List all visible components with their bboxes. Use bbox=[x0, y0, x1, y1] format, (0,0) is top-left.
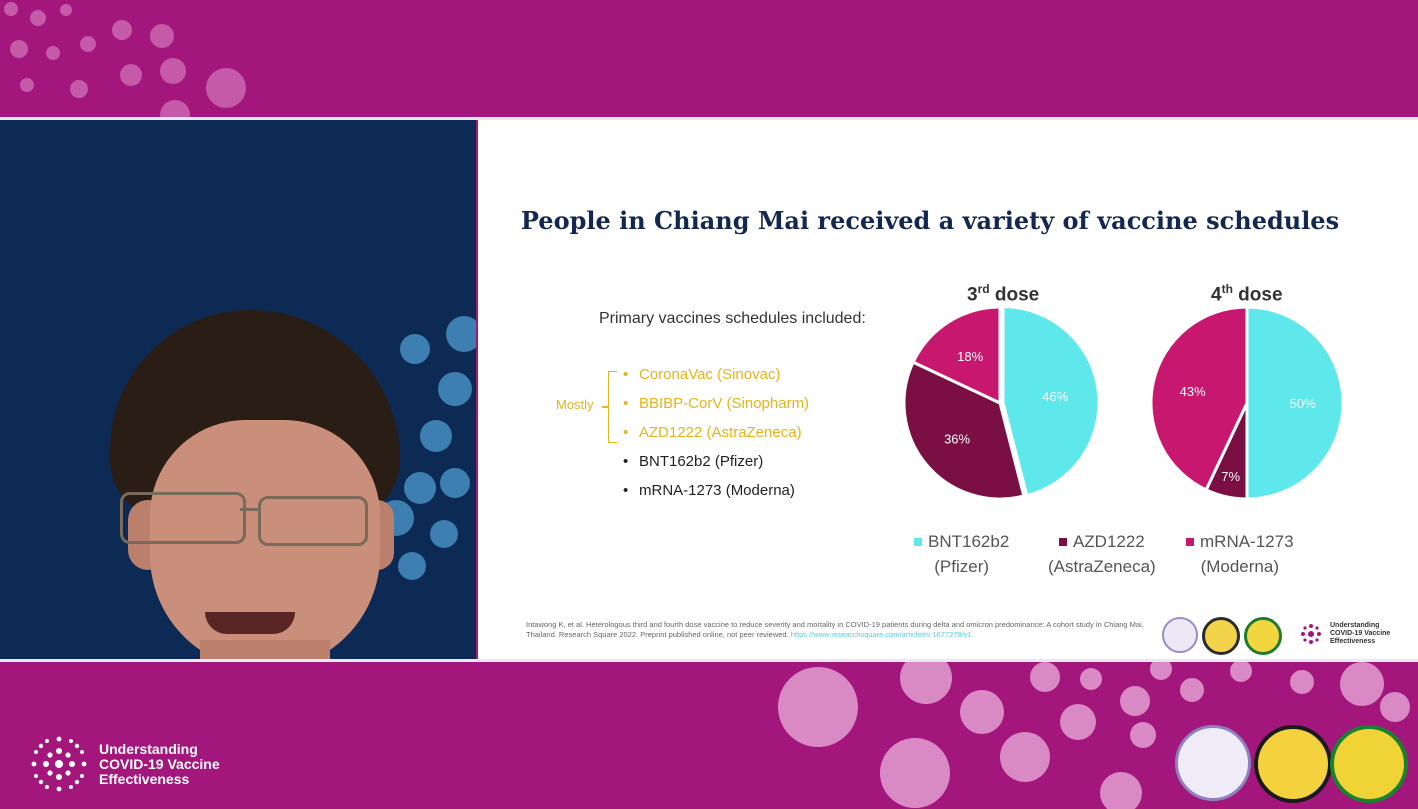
decor-dot bbox=[4, 2, 18, 16]
decor-dot bbox=[900, 662, 952, 704]
list-item: • BBIBP-CorV (Sinopharm) bbox=[623, 395, 810, 412]
list-item: • CoronaVac (Sinovac) bbox=[623, 366, 781, 383]
decor-dot bbox=[30, 10, 46, 26]
decor-dot bbox=[46, 46, 60, 60]
pie-slice-astrazeneca bbox=[902, 360, 1026, 501]
person-neck bbox=[200, 640, 330, 659]
pie-slice-pfizer bbox=[1001, 305, 1101, 498]
decor-dot bbox=[1120, 686, 1150, 716]
decor-dot bbox=[960, 690, 1004, 734]
decor-dot bbox=[420, 420, 452, 452]
divider bbox=[0, 117, 1418, 120]
mostly-bracket-tick bbox=[602, 406, 608, 408]
pcp-seal-logo bbox=[1254, 725, 1332, 803]
pie-data-label: 36% bbox=[944, 431, 970, 446]
pie-slice-moderna bbox=[911, 305, 1002, 406]
decor-dot bbox=[120, 64, 142, 86]
decor-dot bbox=[1100, 772, 1142, 809]
divider bbox=[0, 659, 1418, 662]
decor-dot bbox=[440, 468, 470, 498]
pdpi-seal-logo bbox=[1244, 617, 1282, 655]
legend-swatch bbox=[914, 537, 922, 546]
legend-item-pfizer: BNT162b2 (Pfizer) bbox=[914, 529, 1009, 579]
decor-dot bbox=[206, 68, 246, 108]
decor-dot bbox=[400, 334, 430, 364]
brand-text-small: Understanding COVID-19 Vaccine Effective… bbox=[1330, 622, 1391, 645]
brand-dots-icon bbox=[1301, 624, 1321, 644]
list-item: • BNT162b2 (Pfizer) bbox=[623, 453, 764, 470]
decor-dot bbox=[404, 472, 436, 504]
decor-dot bbox=[880, 738, 950, 808]
decor-dot bbox=[1180, 678, 1204, 702]
glasses-lens bbox=[120, 492, 246, 544]
speaker-video bbox=[0, 120, 476, 659]
decor-dot bbox=[150, 24, 174, 48]
decor-dot bbox=[60, 4, 72, 16]
decor-dot bbox=[438, 372, 472, 406]
decor-dot bbox=[430, 520, 458, 548]
pdpi-seal-logo bbox=[1330, 725, 1408, 803]
mostly-label: Mostly bbox=[556, 397, 594, 412]
chart-title-4th-dose: 4th dose bbox=[1211, 282, 1283, 306]
pie-chart-4th-dose: 50% 7% 43% bbox=[1149, 305, 1345, 501]
decor-dot bbox=[1030, 662, 1060, 692]
decor-dot bbox=[1000, 732, 1050, 782]
decor-dot bbox=[160, 100, 190, 117]
legend-item-astrazeneca: AZD1222 (AstraZeneca) bbox=[1048, 532, 1156, 576]
decor-dot bbox=[446, 316, 476, 352]
legend-swatch bbox=[1186, 537, 1194, 546]
pie-data-label: 18% bbox=[957, 349, 983, 364]
slide-title: People in Chiang Mai received a variety … bbox=[520, 206, 1340, 235]
decor-dot bbox=[20, 78, 34, 92]
decor-dot bbox=[1230, 662, 1252, 682]
list-item: • AZD1222 (AstraZeneca) bbox=[623, 424, 802, 441]
cmu-seal-logo bbox=[1175, 725, 1251, 801]
citation-link[interactable]: https://www.researchsquare.com/article/r… bbox=[790, 630, 972, 639]
vaccine-list: • CoronaVac (Sinovac) • BBIBP-CorV (Sinoph… bbox=[623, 365, 809, 510]
pie-data-label: 46% bbox=[1042, 389, 1068, 404]
glasses-bridge bbox=[240, 508, 260, 511]
pie-slice-pfizer bbox=[1245, 305, 1345, 501]
presentation-slide: People in Chiang Mai received a variety … bbox=[478, 120, 1418, 659]
decor-dot bbox=[160, 58, 186, 84]
decor-dot bbox=[1130, 722, 1156, 748]
pcp-seal-logo bbox=[1202, 617, 1240, 655]
decor-dot bbox=[112, 20, 132, 40]
decor-dot bbox=[80, 36, 96, 52]
list-item: • mRNA-1273 (Moderna) bbox=[623, 482, 795, 499]
decor-dot bbox=[398, 552, 426, 580]
person-mouth bbox=[205, 612, 295, 634]
primary-schedules-label: Primary vaccines schedules included: bbox=[599, 310, 866, 327]
pie-data-label: 7% bbox=[1221, 469, 1240, 484]
legend-swatch bbox=[1058, 537, 1067, 546]
decor-dot bbox=[1060, 704, 1096, 740]
chart-title-3rd-dose: 3rd dose bbox=[967, 282, 1040, 306]
decor-dot bbox=[1290, 670, 1314, 694]
decor-dot bbox=[1340, 662, 1384, 706]
brand-name: Understanding COVID-19 Vaccine Effective… bbox=[99, 741, 220, 787]
decor-dot bbox=[1080, 668, 1102, 690]
decor-dot bbox=[778, 667, 858, 747]
brand-dots-icon bbox=[31, 736, 87, 792]
pie-data-label: 50% bbox=[1290, 396, 1316, 411]
decor-dot bbox=[70, 80, 88, 98]
top-banner bbox=[0, 0, 1418, 117]
pie-slice-moderna bbox=[1149, 305, 1249, 492]
citation: Intawong K, et al. Heterologous third an… bbox=[526, 620, 1144, 639]
decor-dot bbox=[1150, 662, 1172, 680]
mostly-bracket bbox=[608, 371, 617, 443]
cmu-seal-logo bbox=[1162, 617, 1198, 653]
pie-chart-3rd-dose: 46% 36% 18% bbox=[902, 305, 1101, 501]
legend-item-moderna: mRNA-1273 (Moderna) bbox=[1186, 529, 1294, 579]
decor-dot bbox=[10, 40, 28, 58]
pie-data-label: 43% bbox=[1180, 384, 1206, 399]
decor-dot bbox=[1380, 692, 1410, 722]
glasses-lens bbox=[258, 496, 368, 546]
